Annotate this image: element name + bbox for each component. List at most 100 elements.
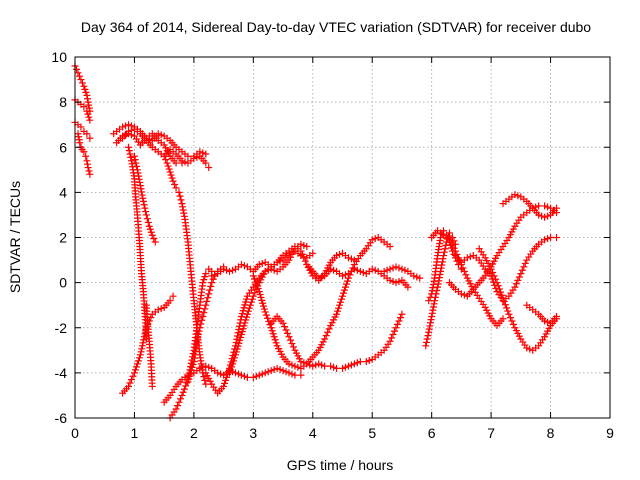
- data-point-marker: [493, 279, 501, 287]
- data-point-marker: [422, 338, 430, 346]
- data-point-marker: [300, 241, 308, 249]
- data-point-marker: [132, 363, 140, 371]
- data-point-marker: [386, 276, 394, 284]
- data-point-marker: [83, 130, 91, 138]
- data-point-marker: [221, 379, 229, 387]
- data-point-marker: [204, 294, 212, 302]
- data-point-marker: [333, 310, 341, 318]
- data-point-marker: [167, 171, 175, 179]
- data-point-marker: [535, 202, 543, 210]
- data-point-marker: [460, 267, 468, 275]
- data-point-marker: [166, 297, 174, 305]
- data-point-marker: [202, 270, 210, 278]
- data-point-marker: [223, 266, 231, 274]
- data-point-marker: [410, 272, 418, 280]
- data-point-marker: [202, 150, 210, 158]
- data-point-marker: [282, 326, 290, 334]
- data-point-marker: [119, 123, 127, 131]
- data-point-marker: [196, 364, 204, 372]
- data-point-marker: [252, 372, 260, 380]
- data-point-marker: [457, 290, 465, 298]
- data-point-marker: [541, 202, 549, 210]
- data-point-marker: [165, 165, 173, 173]
- data-point-marker: [175, 188, 183, 196]
- tick-layer: 0 1 2 3 4 5 6 7 8 9 -6 -4 -2 0 2 4 6 8 10: [51, 49, 614, 441]
- data-point-marker: [398, 310, 406, 318]
- data-point-marker: [174, 402, 182, 410]
- data-point-marker: [460, 291, 468, 299]
- data-point-marker: [199, 149, 207, 157]
- data-point-marker: [424, 332, 432, 340]
- data-point-marker: [386, 337, 394, 345]
- data-point-marker: [511, 283, 519, 291]
- data-point-marker: [526, 345, 534, 353]
- data-point-marker: [147, 228, 155, 236]
- data-point-marker: [340, 286, 348, 294]
- data-point-marker: [220, 265, 228, 273]
- data-point-marker: [343, 277, 351, 285]
- data-point-marker: [251, 275, 259, 283]
- data-point-marker: [339, 289, 347, 297]
- data-point-marker: [226, 369, 234, 377]
- data-point-marker: [438, 230, 446, 238]
- data-point-marker: [127, 153, 135, 161]
- data-point-marker: [499, 315, 507, 323]
- data-point-marker: [249, 373, 257, 381]
- data-point-marker: [341, 283, 349, 291]
- data-point-marker: [193, 153, 201, 161]
- data-point-marker: [321, 335, 329, 343]
- data-point-marker: [201, 273, 209, 281]
- data-point-marker: [353, 266, 361, 274]
- data-point-marker: [347, 255, 355, 263]
- data-point-marker: [85, 167, 93, 175]
- data-point-marker: [264, 314, 272, 322]
- data-point-marker: [164, 162, 172, 170]
- data-point-marker: [303, 243, 311, 251]
- data-point-marker: [200, 373, 208, 381]
- data-point-marker: [131, 156, 139, 164]
- data-point-marker: [285, 333, 293, 341]
- data-point-marker: [166, 168, 174, 176]
- series-arc-14: [166, 265, 216, 422]
- series-arc-4: [74, 130, 94, 178]
- data-point-marker: [122, 122, 130, 130]
- data-point-marker: [389, 277, 397, 285]
- data-point-marker: [234, 370, 242, 378]
- data-point-marker: [126, 150, 134, 158]
- x-tick-label: 7: [487, 425, 495, 441]
- data-point-marker: [172, 159, 180, 167]
- x-tick-label: 8: [547, 425, 555, 441]
- data-point-marker: [268, 327, 276, 335]
- data-point-marker: [129, 372, 137, 380]
- data-point-marker: [451, 240, 459, 248]
- data-point-marker: [237, 261, 245, 269]
- data-point-marker: [303, 360, 311, 368]
- data-point-marker: [291, 371, 299, 379]
- data-point-marker: [289, 343, 297, 351]
- data-point-marker: [133, 162, 141, 170]
- data-point-marker: [194, 334, 202, 342]
- data-point-marker: [498, 291, 506, 299]
- data-point-marker: [205, 290, 213, 298]
- data-point-marker: [514, 276, 522, 284]
- y-tick-label: 0: [59, 275, 67, 291]
- series-arc-5: [110, 121, 210, 160]
- data-point-marker: [327, 362, 335, 370]
- data-point-marker: [431, 297, 439, 305]
- data-point-marker: [246, 301, 254, 309]
- x-tick-label: 5: [368, 425, 376, 441]
- data-point-marker: [205, 363, 213, 371]
- data-point-marker: [315, 274, 323, 282]
- data-point-marker: [459, 264, 467, 272]
- data-point-marker: [356, 267, 364, 275]
- data-point-marker: [380, 267, 388, 275]
- chart-title: Day 364 of 2014, Sidereal Day-to-day VTE…: [81, 19, 591, 35]
- data-point-marker: [544, 318, 552, 326]
- data-point-marker: [214, 369, 222, 377]
- data-point-marker: [84, 110, 92, 118]
- data-point-marker: [249, 292, 257, 300]
- y-tick-label: -4: [55, 365, 68, 381]
- data-point-marker: [199, 312, 207, 320]
- data-point-marker: [396, 314, 404, 322]
